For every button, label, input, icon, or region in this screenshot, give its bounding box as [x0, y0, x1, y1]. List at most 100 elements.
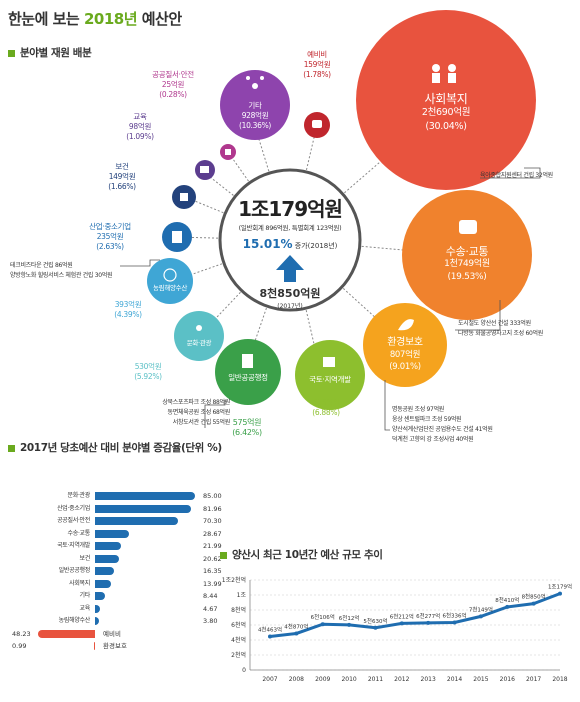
bar-category-label: 일반공공행정 — [58, 567, 91, 574]
label-land: 국토·지역개발 — [309, 375, 351, 384]
label-welfare: 사회복지 2천690억원 (30.04%) — [421, 92, 471, 132]
bubble-environment — [363, 303, 447, 387]
bar-category-label: 수송·교통 — [67, 529, 91, 537]
label-health: 보건 149억원 (1.66%) — [108, 162, 136, 191]
data-point — [399, 621, 404, 626]
point-label: 6천12억 — [339, 614, 360, 622]
point-label: 6천212억 — [390, 612, 414, 620]
note-transport: 도시철도 양산선 건설 333억원 다방동 화물공영차고지 조성 60억원 — [458, 320, 543, 337]
x-tick-label: 2011 — [368, 676, 383, 683]
allocation-bubbles — [147, 10, 536, 410]
label-land-amount: 616억원 (6.88%) — [312, 398, 340, 417]
health-icon — [180, 193, 188, 201]
bar-category-label: 농림해양수산 — [58, 617, 91, 624]
education-icon — [200, 166, 209, 173]
label-safety: 공공질서·안전 25억원 (0.28%) — [152, 70, 194, 99]
bar-value-label: 85.00 — [203, 492, 222, 500]
bar-row: 국토·지역개발 21.99 — [0, 540, 222, 552]
bar — [95, 492, 195, 500]
bar-row: 일반공공행정 16.35 — [0, 565, 222, 577]
bar-value-label: 70.30 — [203, 517, 222, 525]
bubble-land — [295, 340, 365, 410]
point-label: 1조179억 — [548, 583, 572, 591]
x-tick-label: 2016 — [500, 676, 515, 683]
x-tick-label: 2010 — [341, 676, 356, 683]
note-industry: 테크비즈타운 건립 86억원 양방항노화 힐링서비스 체험관 건립 30억원 — [10, 262, 113, 279]
y-tick-label: 8천억 — [231, 606, 246, 614]
point-label: 4천463억 — [258, 626, 282, 634]
bar — [95, 592, 105, 600]
bar-row: 수송·교통 28.67 — [0, 528, 222, 540]
point-label: 6천106억 — [311, 613, 335, 621]
note-land: 명동공원 조성 97억원 웅상 센트럴파크 조성 59억원 양산석계산업단진 공업용… — [392, 406, 493, 443]
document-icon — [242, 354, 253, 368]
x-tick-label: 2007 — [262, 676, 277, 683]
section-trend-title: 양산시 최근 10년간 예산 규모 추이 — [220, 547, 383, 562]
bar — [95, 517, 178, 525]
label-environment: 환경보호 807억원 (9.01%) — [387, 337, 423, 372]
bar-value-label: 3.80 — [203, 617, 218, 625]
y-tick-label: 1조2천억 — [222, 576, 246, 584]
bar-row: 예비비 48.23 — [0, 628, 220, 640]
bar — [95, 617, 100, 625]
x-tick-label: 2009 — [315, 676, 330, 683]
x-tick-label: 2017 — [526, 676, 541, 683]
budget-breakdown: (일반회계 896억원, 특별회계 123억원) — [238, 224, 342, 232]
y-tick-label: 2천억 — [231, 651, 246, 659]
point-label: 7천149억 — [469, 605, 493, 613]
label-agri: 농림해양수산 — [152, 284, 188, 292]
bar-category-label: 기타 — [79, 592, 91, 599]
bar-value-label: 8.44 — [203, 592, 218, 600]
point-label: 8천410억 — [495, 596, 519, 604]
bar-value-label: 4.67 — [203, 604, 218, 613]
bar-value-label: 13.99 — [203, 579, 222, 588]
total-budget: 1조179억원 — [238, 197, 343, 221]
data-point — [531, 601, 536, 606]
bar-value-label: 21.99 — [203, 542, 222, 550]
bar-row: 기타 8.44 — [0, 590, 220, 602]
bar-row: 산업·중소기업 81.96 — [0, 503, 222, 515]
label-other: 기타 928억원 (10.36%) — [238, 101, 272, 130]
bus-icon — [459, 220, 477, 234]
data-point — [320, 622, 325, 627]
bar-value-label: 48.23 — [12, 629, 31, 638]
label-industry: 산업·중소기업 235억원 (2.63%) — [89, 222, 131, 251]
data-point — [347, 622, 352, 627]
bar-category-label: 사회복지 — [69, 579, 90, 587]
bar-row: 농림해양수산 3.80 — [0, 615, 220, 627]
safety-icon — [225, 149, 231, 155]
agri-icon — [163, 268, 177, 282]
x-tick-label: 2013 — [421, 676, 436, 683]
bar — [95, 542, 121, 550]
prev-budget: 8천850억원 (2017년) — [259, 287, 321, 310]
data-point — [452, 620, 457, 625]
label-culture: 문화·관광 — [186, 339, 212, 347]
bar — [95, 529, 129, 538]
bar — [95, 554, 120, 563]
bar — [95, 567, 115, 575]
label-transport: 수송·교통 1천749억원 (19.53%) — [444, 245, 490, 282]
bubble-other — [220, 70, 290, 140]
bar-category-label: 산업·중소기업 — [57, 504, 90, 512]
point-label: 4천870억 — [284, 622, 308, 630]
center-summary: 1조179억원 (일반회계 896억원, 특별회계 123억원) 15.01% … — [220, 193, 360, 251]
point-label: 6천277억 — [416, 612, 440, 620]
bar-row: 문화·관광 85.00 — [0, 490, 222, 502]
y-tick-label: 1조 — [237, 592, 247, 599]
bar — [93, 642, 95, 650]
label-admin: 일반공공행정 — [228, 373, 268, 382]
bar-value-label: 28.67 — [203, 529, 222, 538]
bar-category-label: 문화·관광 — [67, 492, 91, 499]
data-point — [294, 631, 299, 636]
trend-line — [269, 592, 561, 639]
note-welfare: 육아종합지원센터 건립 32억원 — [480, 172, 553, 179]
x-tick-label: 2008 — [289, 676, 304, 683]
leaf-icon — [398, 319, 414, 331]
bar-value-label: 16.35 — [203, 567, 222, 575]
culture-icon — [196, 325, 202, 331]
bar-category-label: 환경보호 — [103, 642, 127, 650]
bar — [38, 629, 95, 638]
label-agri-amount: 393억원 (4.39%) — [114, 300, 142, 319]
note-culture: 상북스포츠파크 조성 88억원 동면체육공원 조성 68억원 서창도서관 건립 55… — [162, 399, 230, 426]
bar-value-label: 20.62 — [203, 554, 222, 563]
